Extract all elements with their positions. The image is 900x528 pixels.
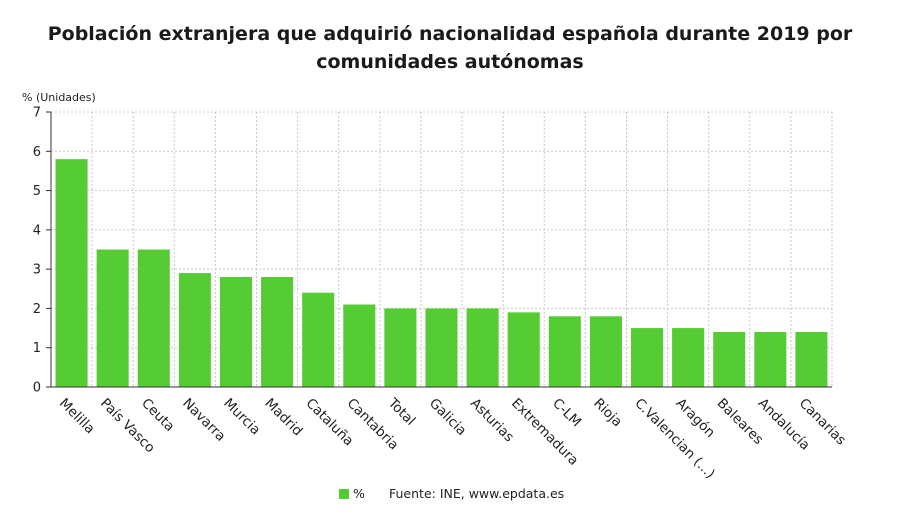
y-tick-label-5: 5 xyxy=(33,184,41,199)
x-label-10: Asturias xyxy=(467,395,517,445)
y-tick-label-2: 2 xyxy=(33,302,41,317)
chart-title-line-2: comunidades autónomas xyxy=(316,51,584,73)
bar-15 xyxy=(672,328,705,387)
y-axis-unit-label: % (Unidades) xyxy=(22,91,96,104)
bars-group xyxy=(55,159,828,387)
bar-10 xyxy=(466,308,499,387)
bar-9 xyxy=(425,308,458,387)
chart-title: Población extranjera que adquirió nacion… xyxy=(0,20,900,76)
x-label-8: Total xyxy=(384,395,418,429)
bar-4 xyxy=(219,277,253,387)
x-label-13: Rioja xyxy=(590,395,625,430)
x-label-0: Melilla xyxy=(56,395,98,437)
x-label-9: Galicia xyxy=(426,395,470,439)
x-label-2: Ceuta xyxy=(138,395,177,434)
bar-6 xyxy=(302,292,335,387)
bar-12 xyxy=(548,316,581,387)
legend-label: % xyxy=(353,486,365,501)
bar-18 xyxy=(795,332,828,387)
legend-swatch xyxy=(339,489,349,499)
axes-group xyxy=(46,111,832,388)
y-tick-labels: 0 1 2 3 4 5 6 7 xyxy=(33,106,41,396)
source-text: Fuente: INE, www.epdata.es xyxy=(389,486,565,501)
bar-5 xyxy=(261,277,294,387)
bar-11 xyxy=(507,312,540,387)
y-tick-label-0: 0 xyxy=(33,381,41,396)
bar-14 xyxy=(630,328,664,387)
bar-13 xyxy=(589,316,622,387)
bar-16 xyxy=(713,332,746,387)
bar-0 xyxy=(55,159,88,387)
grid-lines xyxy=(51,111,833,387)
bar-2 xyxy=(137,249,170,387)
bar-7 xyxy=(343,304,376,387)
x-label-12: C-LM xyxy=(549,395,584,430)
chart-title-line-1: Población extranjera que adquirió nacion… xyxy=(47,23,853,45)
y-tick-label-6: 6 xyxy=(33,145,41,160)
x-label-3: Navarra xyxy=(179,395,228,444)
bar-8 xyxy=(384,308,417,387)
y-tick-label-7: 7 xyxy=(33,106,41,121)
x-label-5: Madrid xyxy=(261,395,305,439)
bar-3 xyxy=(178,273,211,387)
y-tick-label-4: 4 xyxy=(33,223,41,238)
bar-17 xyxy=(754,332,787,387)
y-tick-label-1: 1 xyxy=(33,341,41,356)
y-tick-label-3: 3 xyxy=(33,263,41,278)
bar-1 xyxy=(96,249,129,387)
